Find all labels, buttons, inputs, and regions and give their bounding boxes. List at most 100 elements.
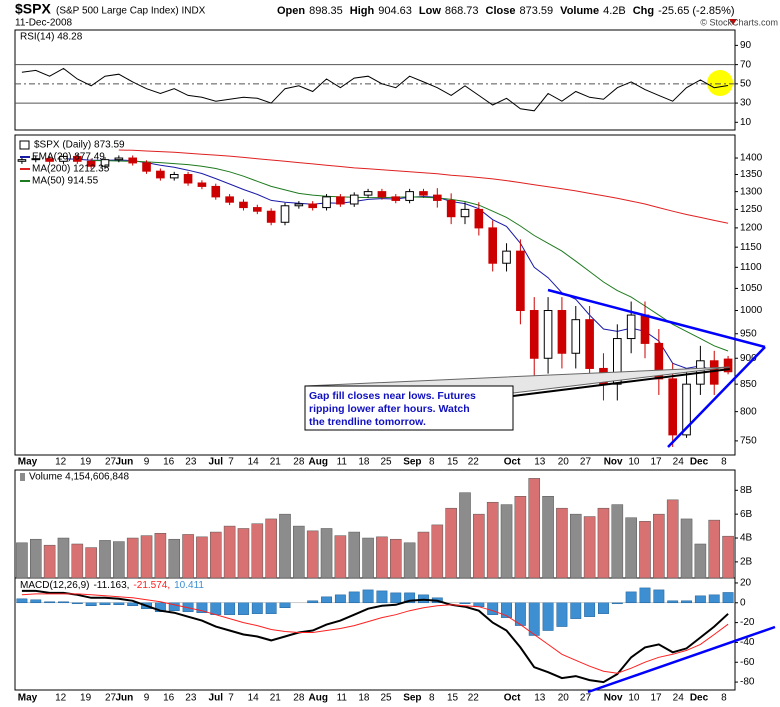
volume-bar <box>293 525 305 579</box>
candle-body <box>280 205 290 223</box>
x-tick-label: Nov <box>604 693 623 704</box>
x-tick-label: 7 <box>228 693 234 704</box>
candle-body <box>502 250 511 264</box>
quote-label: Open <box>277 5 305 17</box>
y-tick-label: -20 <box>740 617 755 628</box>
volume-bar <box>417 531 430 579</box>
legend-entry: MA(50) 914.55 <box>32 176 99 187</box>
candle-body <box>529 310 539 359</box>
y-tick-label: 1150 <box>740 242 762 253</box>
macd-panel <box>14 577 736 691</box>
panel-title: MACD(12,26,9) -11.163, -21.574, 10.411 <box>20 580 204 591</box>
volume-bar <box>362 537 374 579</box>
volume-bar <box>251 523 264 579</box>
legend-swatch <box>20 473 25 481</box>
y-tick-label: 950 <box>740 328 757 339</box>
candle-body <box>73 155 82 162</box>
volume-bar <box>625 517 637 579</box>
histogram-bar <box>570 602 582 619</box>
volume-bar <box>597 507 610 579</box>
histogram-bar <box>694 595 706 604</box>
candle-body <box>709 360 719 385</box>
histogram-bar <box>334 594 346 604</box>
x-tick-label: 15 <box>447 693 459 704</box>
histogram-bar <box>238 602 249 615</box>
volume-bar <box>265 518 277 579</box>
y-tick-label: -60 <box>740 657 755 668</box>
y-tick-label: 6B <box>740 509 753 520</box>
x-tick-label: 8 <box>721 457 727 468</box>
candle-body <box>613 338 622 385</box>
y-tick-label: 70 <box>740 59 752 70</box>
x-tick-label: 10 <box>628 693 640 704</box>
volume-bar <box>376 536 388 579</box>
index-name: (S&P 500 Large Cap Index) INDX <box>56 6 206 17</box>
histogram-bar <box>210 602 222 615</box>
x-tick-label: 18 <box>358 457 370 468</box>
histogram-bar <box>85 602 97 607</box>
legend-entry: 10.411 <box>174 580 204 591</box>
volume-bar <box>569 513 582 579</box>
candle-body <box>100 159 110 167</box>
volume-bar <box>639 521 651 579</box>
callout-box <box>304 385 514 431</box>
x-tick-label: 13 <box>534 693 546 704</box>
quote: Open 898.35 High 904.63 Low 868.73 Close 873.59… <box>277 5 735 17</box>
candle-body <box>723 358 733 373</box>
quote-value: 904.63 <box>378 5 412 17</box>
candle-body <box>419 191 428 196</box>
candle-body <box>59 155 68 162</box>
candle-body <box>626 314 636 340</box>
candle-body <box>142 162 151 172</box>
legend-swatch <box>19 140 30 150</box>
volume-bar <box>29 538 42 579</box>
volume-bar <box>306 530 319 579</box>
legend-entry: -11.163, <box>93 580 129 591</box>
histogram-bar <box>501 602 512 618</box>
x-tick-label: 24 <box>673 693 685 704</box>
credit: © StockCharts.com <box>700 17 778 27</box>
volume-bar <box>237 528 250 579</box>
histogram-bar <box>168 602 180 611</box>
candle-body <box>640 314 650 344</box>
x-tick-label: Jun <box>115 457 133 468</box>
x-tick-label: 16 <box>163 693 175 704</box>
volume-bar <box>666 499 679 579</box>
x-tick-label: Aug <box>309 457 328 468</box>
quote-label: Chg <box>633 5 654 17</box>
volume-bar <box>389 538 402 579</box>
y-tick-label: 1250 <box>740 204 763 215</box>
candle-body <box>308 203 317 209</box>
y-tick-label: 1000 <box>740 305 763 316</box>
candle-body <box>488 227 497 264</box>
candle-body <box>183 174 193 184</box>
candle-body <box>322 196 331 209</box>
y-tick-label: 50 <box>740 78 752 89</box>
volume-bar <box>486 501 499 579</box>
y-tick-label: 800 <box>740 406 757 417</box>
trendline <box>547 288 766 349</box>
legend-entry: $SPX (Daily) 873.59 <box>34 140 125 151</box>
x-tick-label: 8 <box>429 693 435 704</box>
x-tick-label: 24 <box>673 457 685 468</box>
highlight <box>707 70 733 96</box>
histogram-bar <box>459 602 471 605</box>
x-tick-label: 22 <box>468 693 480 704</box>
macd-line <box>21 593 729 674</box>
x-tick-label: 23 <box>185 457 197 468</box>
panel-title: Volume 4,154,606,848 <box>29 472 130 483</box>
x-tick-label: 11 <box>337 693 348 704</box>
x-tick-label: Sep <box>403 693 421 704</box>
candle-body <box>516 250 525 312</box>
rsi-panel <box>14 29 736 131</box>
volume-bar <box>473 513 485 579</box>
histogram-bar <box>99 602 111 606</box>
x-tick-label: 10 <box>628 457 640 468</box>
candle-body <box>239 201 248 209</box>
callout-pointer <box>512 368 731 397</box>
quote-value: 898.35 <box>309 5 343 17</box>
volume-bar <box>113 541 125 579</box>
candle-body <box>474 208 484 229</box>
candle-body <box>433 194 442 201</box>
macd-line <box>21 589 729 684</box>
